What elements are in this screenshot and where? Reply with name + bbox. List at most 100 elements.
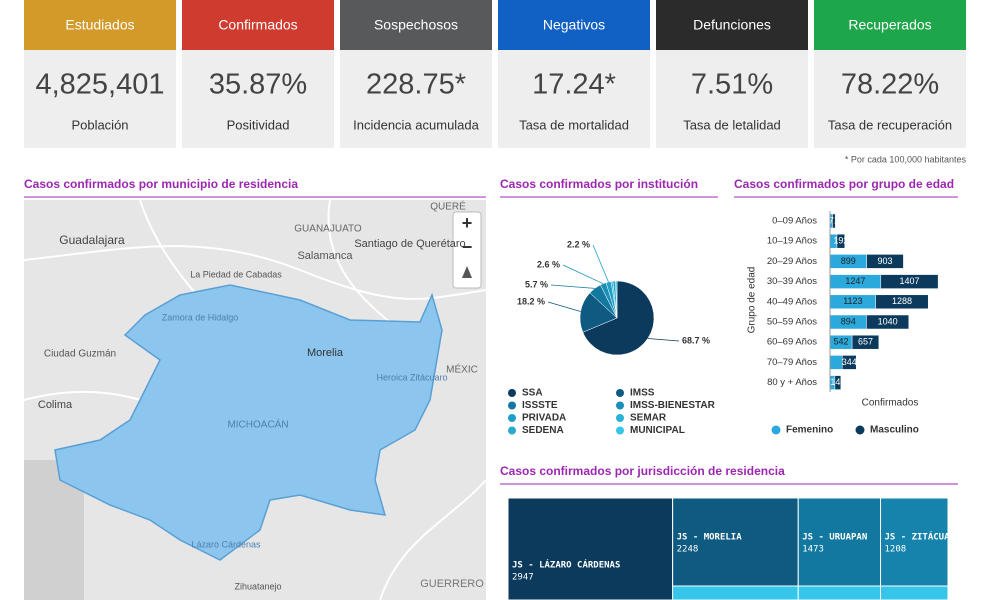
- card-header: [814, 0, 966, 50]
- card-label: Incidencia acumulada: [353, 117, 480, 132]
- bar-label: 1407: [899, 276, 919, 286]
- card-body: [24, 50, 176, 148]
- treemap-cell: [880, 497, 949, 587]
- bar-label: 1123: [843, 296, 862, 306]
- zoom-button[interactable]: +: [462, 213, 473, 233]
- treemap-value: 1473: [802, 545, 824, 555]
- bar-segment: [851, 334, 880, 350]
- card-header: [182, 0, 334, 50]
- card-body: [814, 50, 966, 148]
- compass[interactable]: [462, 266, 472, 278]
- bar-segment: [836, 233, 845, 249]
- map-label: QUERÉ: [430, 200, 466, 213]
- legend-swatch: [508, 401, 516, 410]
- card-title: Estudiados: [65, 17, 134, 33]
- pie-label: 18.2 %: [517, 296, 545, 306]
- card-label: Tasa de letalidad: [683, 117, 781, 132]
- card-header: [340, 0, 492, 50]
- bar-segment: [866, 314, 910, 330]
- card-header: [656, 0, 808, 50]
- bar-segment: [829, 355, 843, 370]
- y-tick-label: 80 y + Años: [767, 377, 817, 388]
- card-value: 17.24*: [532, 69, 616, 101]
- bar-segment: [866, 254, 904, 269]
- legend-label: SEDENA: [522, 425, 564, 436]
- card-value: 4,825,401: [35, 69, 164, 101]
- bar-segment: [841, 355, 857, 370]
- zoom-control[interactable]: [452, 211, 482, 289]
- card-title: Recuperados: [848, 17, 931, 33]
- map-label: Santiago de Querétaro: [354, 238, 465, 250]
- treemap-small-cells: [797, 585, 882, 600]
- y-tick-label: 30–39 Años: [767, 276, 817, 287]
- card-value: 78.22%: [841, 69, 939, 101]
- legend-label: Femenino: [786, 425, 833, 436]
- legend-swatch: [855, 425, 865, 435]
- card-label: Positividad: [227, 117, 290, 132]
- legend-label: SEMAR: [630, 413, 667, 424]
- section-title: Casos confirmados por grupo de edad: [734, 177, 954, 191]
- legend-swatch: [616, 426, 624, 435]
- map-label: Colima: [38, 399, 73, 411]
- legend-label: Masculino: [870, 425, 919, 436]
- card-body: [498, 50, 650, 148]
- map-label: La Piedad de Cabadas: [190, 269, 282, 279]
- bar-label: 657: [858, 337, 873, 347]
- card-value: 35.87%: [209, 69, 307, 101]
- map-label: Guadalajara: [59, 233, 125, 247]
- y-tick-label: 70–79 Años: [767, 357, 817, 368]
- treemap-cell: [507, 497, 674, 600]
- bar-label: 899: [841, 256, 856, 266]
- y-tick-label: 20–29 Años: [767, 256, 817, 267]
- legend-swatch: [508, 414, 516, 422]
- legend-label: SSA: [522, 388, 543, 399]
- card-title: Negativos: [543, 17, 605, 33]
- map-label: Lázaro Cárdenas: [191, 539, 261, 549]
- bar-segment: [880, 274, 939, 289]
- map-roads: [23, 199, 487, 600]
- state-shape: [54, 284, 443, 561]
- pie-label: 2.6 %: [537, 259, 560, 269]
- bar-label: 903: [878, 256, 893, 266]
- pie-slice: [615, 280, 618, 319]
- map-label: Salamanca: [297, 250, 353, 262]
- y-tick-label: 60–69 Años: [767, 337, 817, 348]
- map-label: MICHOACÁN: [227, 418, 288, 431]
- bar-label: 542: [834, 337, 849, 347]
- card-header: [24, 0, 176, 50]
- leader-line: [550, 284, 595, 289]
- treemap-label: JS - MORELIA: [677, 533, 743, 543]
- legend-label: IMSS-BIENESTAR: [630, 400, 716, 411]
- legend-label: PRIVADA: [522, 413, 566, 424]
- leader-line: [547, 301, 581, 312]
- bar-segment: [834, 375, 842, 390]
- zoom-button[interactable]: −: [462, 237, 473, 257]
- footnote: * Por cada 100,000 habitantes: [845, 154, 967, 164]
- card-value: 228.75*: [366, 69, 466, 101]
- bar-label: 146: [830, 377, 845, 387]
- card-body: [182, 50, 334, 148]
- section-title: Casos confirmados por institución: [500, 177, 698, 191]
- card-body: [656, 50, 808, 148]
- legend-swatch: [771, 425, 781, 435]
- treemap-label: JS - URUAPAN: [802, 533, 867, 543]
- legend-swatch: [616, 414, 624, 422]
- card-header: [498, 0, 650, 50]
- legend-swatch: [616, 389, 624, 397]
- treemap-label: JS - LÁZARO CÁRDENAS: [512, 559, 620, 571]
- card-label: Tasa de recuperación: [828, 117, 952, 132]
- map-label: Ciudad Guzmán: [44, 349, 116, 360]
- legend-swatch: [508, 389, 516, 397]
- bar-segment: [832, 213, 836, 229]
- map-label: MÉXIC: [446, 363, 478, 376]
- card-title: Confirmados: [218, 17, 297, 33]
- y-tick-label: 40–49 Años: [767, 296, 817, 307]
- treemap-small-cells: [880, 585, 949, 600]
- pie-label: 2.2 %: [567, 239, 590, 249]
- map-label: GUANAJUATO: [294, 224, 362, 235]
- card-label: Población: [71, 117, 128, 132]
- map-label: Heroica Zitácuaro: [376, 372, 447, 382]
- section-title: Casos confirmados por jurisdicción de re…: [500, 464, 785, 478]
- bar-segment: [875, 294, 929, 310]
- y-tick-label: 50–59 Años: [767, 317, 817, 328]
